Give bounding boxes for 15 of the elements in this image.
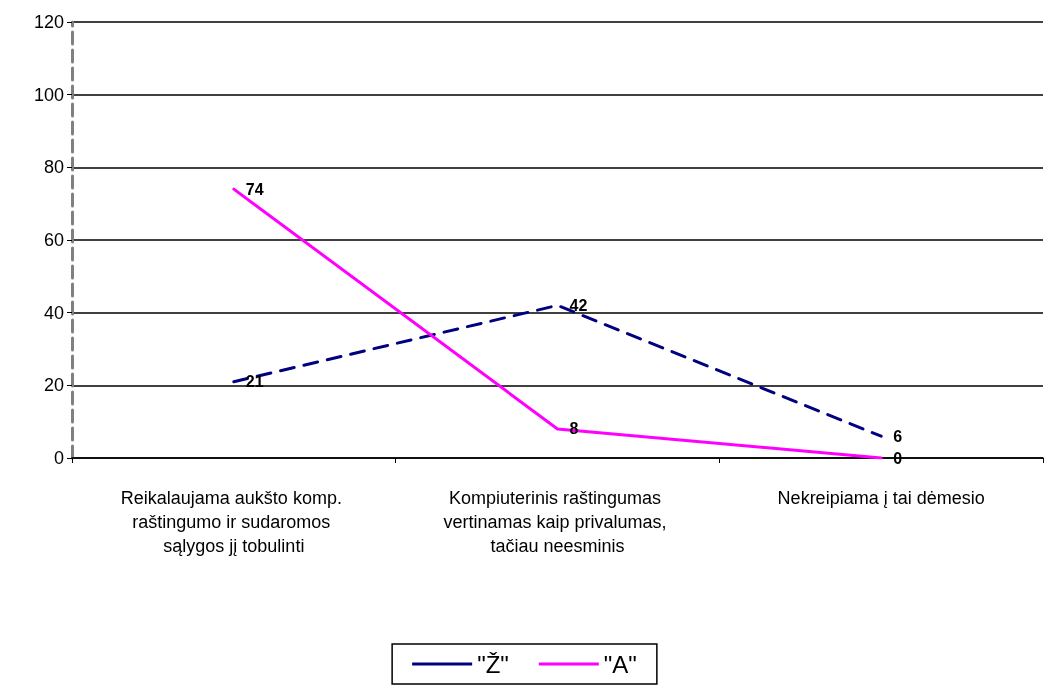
y-tick-label: 20: [43, 375, 64, 396]
y-tick-label: 0: [53, 448, 64, 468]
y-tick-label: 60: [43, 230, 64, 250]
y-tick-label: 40: [43, 302, 64, 323]
y-tick-label: 120: [33, 12, 64, 32]
y-tick-label: 100: [33, 84, 64, 105]
x-tick-label: Kompiuterinis raštingumas vertinamas kaip privalumas, tačiau neesminis: [443, 488, 672, 556]
legend-label: "Ž": [477, 650, 509, 678]
y-tick-label: 80: [43, 157, 64, 178]
x-tick-label: Nekreipiama į tai dėmesio: [777, 488, 985, 508]
data-label: 42: [569, 296, 588, 314]
data-label: 74: [245, 180, 264, 198]
legend-label: "A": [603, 650, 637, 678]
data-label: 6: [893, 427, 903, 445]
x-tick-label: Reikalaujama aukšto komp. raštingumo ir sudaromos sąlygos jį tobulinti: [120, 488, 347, 556]
